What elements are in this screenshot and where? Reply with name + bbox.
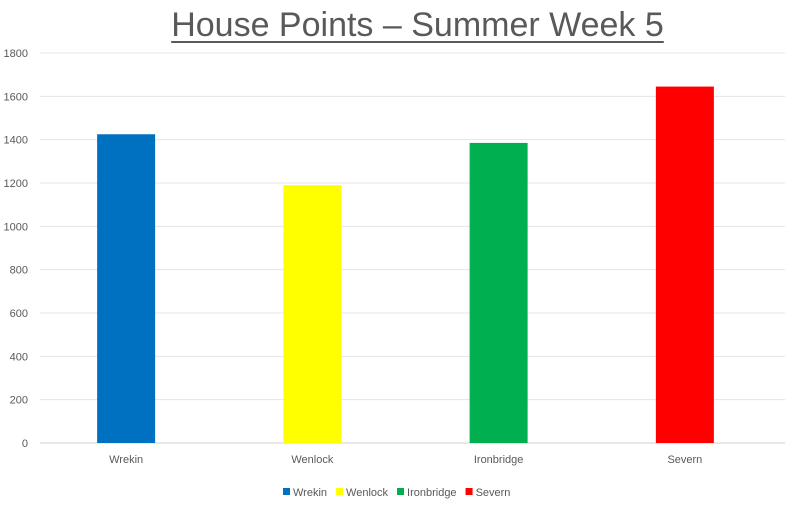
bar-wrekin	[97, 134, 156, 443]
y-tick-label: 1600	[4, 91, 28, 103]
y-tick-label: 200	[10, 395, 28, 407]
x-tick-label: Ironbridge	[474, 454, 524, 466]
x-tick-label: Wrekin	[109, 454, 143, 466]
legend-entry: Ironbridge	[407, 487, 457, 499]
legend-entry: Severn	[476, 487, 511, 499]
x-tick-label: Wenlock	[291, 454, 333, 466]
legend-entry: Wrekin	[293, 487, 327, 499]
legend-swatch	[465, 488, 473, 495]
chart-title: House Points – Summer Week 5	[171, 6, 664, 44]
y-tick-label: 600	[10, 308, 28, 320]
legend-swatch	[283, 488, 290, 495]
legend-swatch	[397, 488, 405, 495]
legend-entry: Wenlock	[346, 487, 388, 499]
y-tick-label: 1000	[4, 221, 28, 233]
y-tick-label: 400	[10, 351, 28, 363]
y-tick-label: 0	[22, 438, 28, 450]
y-tick-label: 1800	[4, 48, 28, 60]
legend-swatch	[336, 488, 344, 495]
y-tick-label: 800	[10, 265, 28, 277]
bar-ironbridge	[469, 142, 528, 443]
bar-severn	[655, 86, 714, 443]
y-tick-label: 1400	[4, 135, 28, 147]
bar-wenlock	[283, 185, 342, 443]
y-tick-label: 1200	[4, 178, 28, 190]
x-tick-label: Severn	[667, 454, 702, 466]
